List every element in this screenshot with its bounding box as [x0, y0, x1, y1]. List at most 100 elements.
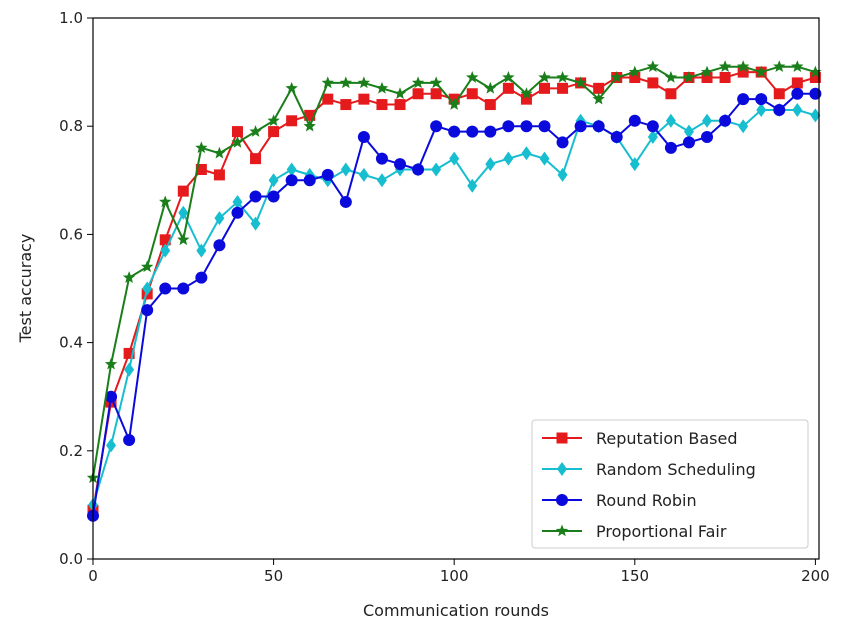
y-axis-title: Test accuracy — [16, 234, 35, 344]
data-point-random-scheduling — [106, 438, 117, 453]
data-point-reputation-based — [557, 82, 569, 94]
data-point-round-robin — [628, 114, 641, 127]
data-point-proportional-fair — [700, 65, 714, 78]
data-point-proportional-fair — [267, 114, 280, 127]
data-point-proportional-fair — [736, 60, 750, 72]
data-point-random-scheduling — [160, 243, 171, 258]
data-point-random-scheduling — [268, 173, 279, 188]
data-point-random-scheduling — [738, 119, 749, 134]
data-point-round-robin — [105, 390, 118, 403]
data-point-round-robin — [430, 120, 443, 133]
data-point-random-scheduling — [232, 194, 243, 209]
data-point-reputation-based — [213, 169, 225, 181]
data-point-reputation-based — [268, 126, 280, 138]
data-point-reputation-based — [791, 77, 803, 89]
legend-swatch-marker — [556, 494, 568, 506]
x-tick-label: 0 — [88, 567, 98, 585]
data-point-random-scheduling — [431, 162, 442, 177]
data-point-reputation-based — [719, 72, 731, 84]
data-point-round-robin — [664, 141, 677, 154]
data-point-random-scheduling — [178, 205, 189, 220]
data-point-proportional-fair — [321, 76, 334, 89]
data-point-round-robin — [448, 125, 461, 138]
data-point-round-robin — [412, 163, 425, 176]
data-point-random-scheduling — [557, 167, 568, 182]
data-point-round-robin — [610, 131, 623, 144]
data-point-round-robin — [141, 304, 154, 317]
data-point-round-robin — [502, 120, 515, 133]
data-point-round-robin — [285, 174, 298, 187]
data-point-random-scheduling — [683, 124, 694, 139]
series-round-robin — [87, 87, 822, 522]
data-point-reputation-based — [394, 99, 406, 111]
x-tick-label: 200 — [801, 567, 830, 585]
data-point-reputation-based — [502, 82, 514, 94]
data-point-proportional-fair — [592, 92, 605, 105]
data-point-proportional-fair — [773, 60, 786, 72]
data-point-proportional-fair — [104, 357, 118, 370]
data-point-reputation-based — [593, 82, 605, 94]
data-point-random-scheduling — [629, 157, 640, 172]
data-point-proportional-fair — [303, 119, 316, 132]
data-point-round-robin — [755, 93, 768, 106]
data-point-reputation-based — [123, 347, 135, 359]
legend-swatch-marker — [556, 432, 568, 444]
data-point-proportional-fair — [357, 76, 371, 89]
data-point-round-robin — [394, 158, 407, 171]
data-point-round-robin — [682, 136, 695, 149]
data-point-random-scheduling — [142, 281, 153, 296]
y-tick-label: 0.8 — [59, 117, 83, 135]
x-axis-title: Communication rounds — [363, 601, 549, 620]
data-point-round-robin — [556, 136, 569, 149]
data-point-random-scheduling — [376, 173, 387, 188]
data-point-proportional-fair — [195, 141, 208, 154]
data-point-round-robin — [809, 87, 822, 100]
data-point-round-robin — [701, 131, 714, 144]
data-point-reputation-based — [195, 163, 207, 175]
data-point-round-robin — [375, 152, 388, 165]
data-point-proportional-fair — [122, 271, 136, 283]
data-point-reputation-based — [665, 88, 677, 100]
plot-frame — [92, 17, 820, 560]
data-point-reputation-based — [376, 99, 388, 111]
data-point-proportional-fair — [177, 233, 190, 246]
legend-label: Round Robin — [596, 491, 697, 510]
data-point-random-scheduling — [340, 162, 351, 177]
data-point-round-robin — [123, 433, 136, 446]
legend-swatch-marker — [557, 462, 567, 476]
data-point-proportional-fair — [755, 65, 768, 78]
y-tick-label: 0.6 — [59, 225, 83, 243]
data-point-proportional-fair — [520, 87, 533, 99]
data-point-round-robin — [231, 206, 244, 219]
data-point-proportional-fair — [538, 71, 551, 83]
data-point-random-scheduling — [521, 146, 532, 161]
data-point-proportional-fair — [213, 146, 226, 159]
data-point-round-robin — [484, 125, 497, 138]
data-point-random-scheduling — [250, 216, 261, 231]
x-tick-label: 50 — [264, 567, 283, 585]
data-point-reputation-based — [286, 115, 298, 127]
data-point-reputation-based — [159, 234, 171, 246]
x-tick-label: 100 — [440, 567, 469, 585]
series-proportional-fair — [86, 60, 822, 484]
data-point-round-robin — [646, 120, 659, 133]
data-point-proportional-fair — [466, 71, 479, 83]
data-point-reputation-based — [484, 99, 496, 111]
legend-item: Random Scheduling — [542, 460, 756, 479]
data-point-random-scheduling — [196, 243, 207, 258]
data-point-random-scheduling — [449, 151, 460, 166]
data-point-proportional-fair — [809, 65, 822, 78]
data-point-round-robin — [303, 174, 316, 187]
data-point-proportional-fair — [574, 76, 587, 89]
data-point-reputation-based — [737, 66, 749, 78]
y-axis: 0.0 0.2 0.4 0.6 0.8 1.0 — [59, 9, 93, 568]
data-point-reputation-based — [412, 88, 424, 100]
legend: Reputation Based Random Scheduling Round R… — [531, 419, 809, 549]
data-point-random-scheduling — [124, 362, 135, 377]
data-point-proportional-fair — [141, 260, 154, 273]
data-point-round-robin — [737, 93, 750, 106]
data-point-reputation-based — [520, 93, 532, 105]
legend-item: Reputation Based — [542, 429, 737, 448]
y-tick-label: 0.2 — [59, 442, 83, 460]
legend-item: Proportional Fair — [542, 522, 727, 541]
